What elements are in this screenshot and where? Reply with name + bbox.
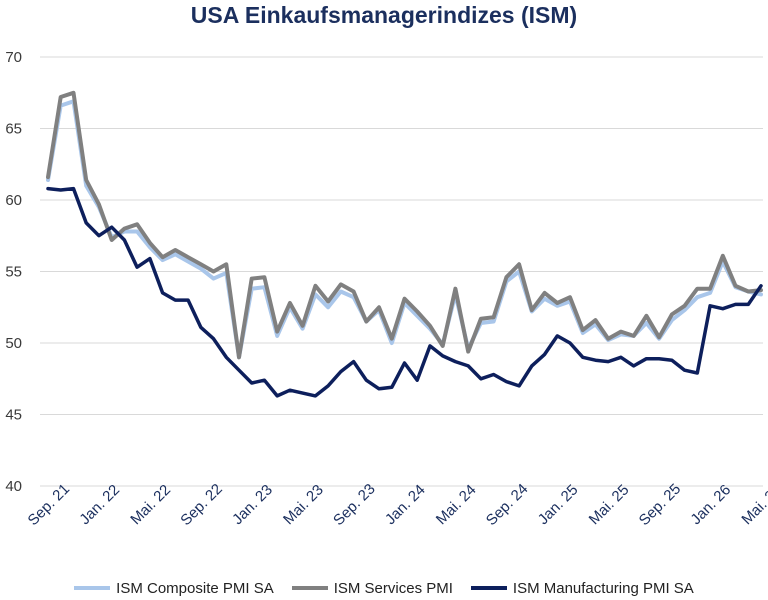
x-tick-label-14: Mai. 26 (738, 481, 768, 528)
x-tick-label-11: Mai. 25 (586, 481, 633, 528)
y-tick-label-55: 55 (5, 264, 22, 281)
series-line-2 (46, 186, 763, 398)
legend-label-services: ISM Services PMI (333, 579, 453, 597)
x-tick-label-0: Sep. 21 (25, 481, 74, 530)
legend-swatch-composite (74, 586, 111, 590)
y-tick-label-40: 40 (5, 478, 22, 495)
x-tick-label-7: Jan. 24 (382, 481, 429, 528)
legend-swatch-manufacturing (470, 586, 507, 590)
legend-item-manufacturing: ISM Manufacturing PMI SA (470, 579, 694, 597)
chart-legend: ISM Composite PMI SA ISM Services PMI IS… (0, 578, 768, 598)
x-tick-label-9: Sep. 24 (483, 481, 532, 530)
y-tick-label-45: 45 (5, 407, 22, 424)
legend-label-manufacturing: ISM Manufacturing PMI SA (512, 579, 694, 597)
x-tick-label-13: Jan. 26 (687, 481, 734, 528)
x-tick-label-4: Jan. 23 (229, 481, 276, 528)
x-tick-label-1: Jan. 22 (76, 481, 123, 528)
x-tick-label-6: Sep. 23 (330, 481, 379, 530)
legend-label-composite: ISM Composite PMI SA (116, 579, 274, 597)
x-tick-label-8: Mai. 24 (433, 481, 480, 528)
x-tick-label-5: Mai. 23 (280, 481, 327, 528)
y-tick-label-50: 50 (5, 335, 22, 352)
y-tick-label-60: 60 (5, 192, 22, 209)
x-tick-label-10: Jan. 25 (535, 481, 582, 528)
series-line-1 (46, 90, 763, 360)
chart-title: USA Einkaufsmanagerindizes (ISM) (190, 2, 578, 28)
y-tick-label-65: 65 (5, 121, 22, 138)
x-tick-label-2: Mai. 22 (127, 481, 174, 528)
series-line-0 (46, 99, 763, 360)
x-tick-label-12: Sep. 25 (636, 481, 685, 530)
legend-item-services: ISM Services PMI (291, 579, 453, 597)
x-tick-label-3: Sep. 22 (177, 481, 226, 530)
legend-swatch-services (291, 586, 328, 590)
y-tick-label-70: 70 (5, 49, 22, 66)
legend-item-composite: ISM Composite PMI SA (74, 580, 274, 597)
